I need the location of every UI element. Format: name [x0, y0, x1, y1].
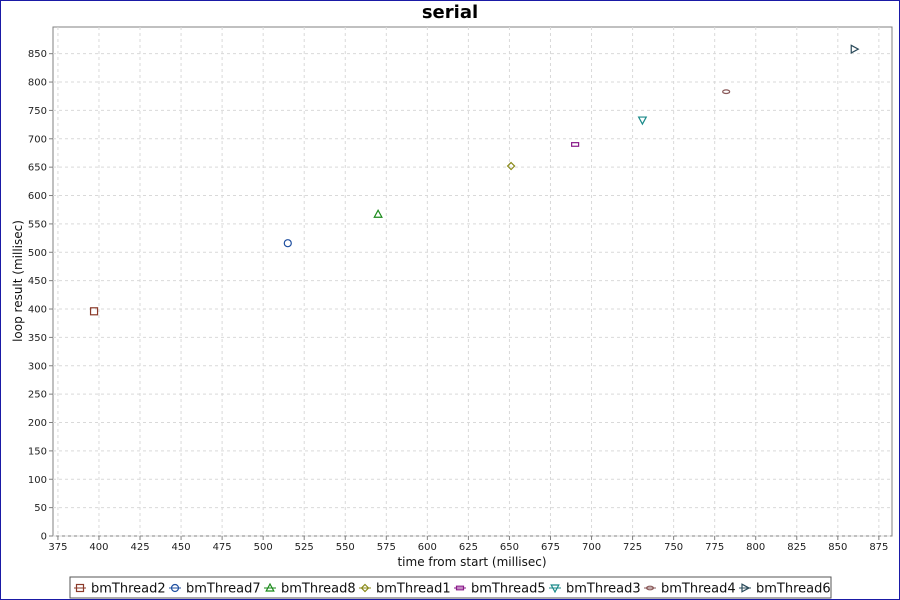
x-tick-label: 825	[787, 542, 806, 553]
y-tick-label: 350	[28, 333, 47, 344]
legend-marker-bmThread5	[455, 585, 465, 591]
legend-label: bmThread7	[186, 582, 261, 597]
x-tick-label: 800	[746, 542, 765, 553]
x-tick-label: 850	[828, 542, 847, 553]
legend-label: bmThread1	[376, 582, 451, 597]
y-tick-label: 700	[28, 134, 47, 145]
x-tick-label: 425	[130, 542, 149, 553]
chart-title: serial	[422, 2, 478, 23]
grid-lines	[53, 27, 892, 537]
y-tick-label: 850	[28, 49, 47, 60]
legend: bmThread2 bmThread7 bmThread8 bmThread1 bmTh…	[74, 582, 831, 597]
y-tick-label: 600	[28, 191, 47, 202]
x-tick-label: 550	[336, 542, 355, 553]
x-tick-label: 375	[48, 542, 67, 553]
legend-label: bmThread6	[756, 582, 831, 597]
legend-marker-bmThread4	[645, 585, 655, 591]
legend-marker-bmThread6	[741, 583, 751, 593]
legend-marker-bmThread2	[75, 583, 85, 593]
x-tick-label: 400	[89, 542, 108, 553]
x-tick-label: 725	[623, 542, 642, 553]
y-axis-title: loop result (millisec)	[11, 220, 25, 342]
x-tick-label: 675	[541, 542, 560, 553]
x-tick-label: 650	[500, 542, 519, 553]
y-tick-label: 450	[28, 276, 47, 287]
y-tick-label: 750	[28, 106, 47, 117]
legend-label: bmThread4	[661, 582, 736, 597]
x-tick-label: 600	[418, 542, 437, 553]
x-tick-label: 525	[295, 542, 314, 553]
legend-marker-bmThread1	[360, 583, 370, 593]
legend-marker-bmThread7	[170, 583, 180, 593]
legend-marker-bmThread3	[550, 584, 560, 594]
legend-label: bmThread8	[281, 582, 356, 597]
y-tick-label: 400	[28, 305, 47, 316]
y-tick-label: 50	[34, 503, 47, 514]
data-point-bmThread8	[373, 208, 383, 218]
x-tick-label: 875	[869, 542, 888, 553]
data-point-bmThread5	[571, 142, 580, 147]
x-tick-label: 500	[254, 542, 273, 553]
y-tick-label: 0	[41, 532, 47, 543]
legend-marker-bmThread8	[265, 582, 275, 592]
legend-label: bmThread2	[91, 582, 166, 597]
x-tick-label: 450	[172, 542, 191, 553]
x-tick-label: 575	[377, 542, 396, 553]
legend-label: bmThread3	[566, 582, 641, 597]
data-point-bmThread7	[283, 239, 292, 248]
y-tick-label: 200	[28, 418, 47, 429]
data-point-bmThread4	[722, 89, 731, 95]
legend-box	[69, 576, 832, 599]
data-point-bmThread3	[637, 116, 648, 126]
legend-label: bmThread5	[471, 582, 546, 597]
y-tick-label: 800	[28, 78, 47, 89]
y-tick-label: 250	[28, 390, 47, 401]
x-tick-label: 700	[582, 542, 601, 553]
x-tick-label: 750	[664, 542, 683, 553]
x-tick-label: 625	[459, 542, 478, 553]
y-tick-label: 100	[28, 475, 47, 486]
plot-area	[52, 26, 893, 537]
x-tick-label: 775	[705, 542, 724, 553]
data-point-bmThread2	[89, 307, 99, 316]
y-tick-label: 500	[28, 248, 47, 259]
y-tick-label: 650	[28, 163, 47, 174]
data-point-bmThread1	[506, 161, 516, 171]
x-axis-title: time from start (millisec)	[397, 555, 546, 569]
data-points	[89, 44, 860, 316]
data-point-bmThread6	[850, 44, 860, 54]
y-tick-label: 150	[28, 446, 47, 457]
y-tick-label: 300	[28, 361, 47, 372]
y-tick-label: 550	[28, 219, 47, 230]
axes: 375 400 425 450 475 500 525 550 575 600 625 650 675 7…	[28, 49, 889, 553]
x-tick-label: 475	[213, 542, 232, 553]
